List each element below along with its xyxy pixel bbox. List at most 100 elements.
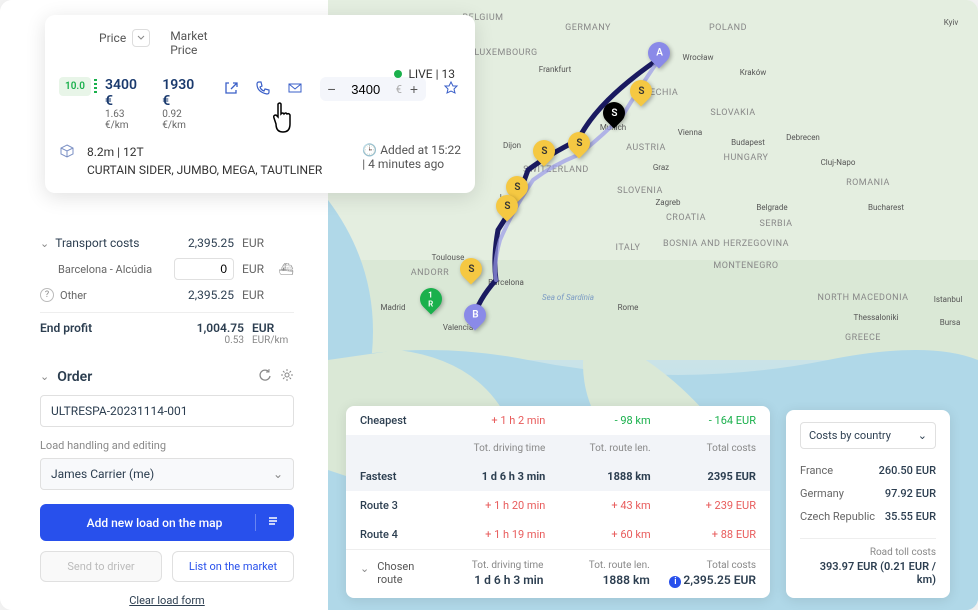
route-row[interactable]: Tot. driving timeTot. route len.Total co… — [346, 435, 770, 462]
city-label: Kraków — [740, 68, 767, 77]
price-block: 3400 € 1.63 €/km — [105, 77, 148, 131]
marker-S[interactable]: S — [528, 135, 559, 166]
chevron-down-icon: ⌄ — [360, 562, 369, 575]
routes-panel: Cheapest+ 1 h 2 min- 98 km- 164 EURTot. … — [346, 406, 770, 598]
city-label: Istanbul — [934, 295, 963, 304]
route-row[interactable]: Route 3+ 1 h 20 min+ 43 km+ 239 EUR — [346, 491, 770, 520]
segment-cost-input[interactable] — [174, 258, 234, 280]
svg-text:Sea of Sardinia: Sea of Sardinia — [542, 293, 594, 302]
country-label: CROATIA — [666, 213, 706, 223]
cost-by-country-select[interactable]: Costs by country ⌄ — [800, 422, 936, 449]
city-label: Kyiv — [944, 18, 959, 27]
country-label: MONTENEGRO — [713, 261, 778, 271]
country-label: GERMANY — [565, 23, 611, 33]
route-row[interactable]: Cheapest+ 1 h 2 min- 98 km- 164 EUR — [346, 406, 770, 435]
order-id: ULTRESPA-20231114-001 — [40, 395, 294, 427]
live-dot-icon — [394, 70, 402, 78]
city-label: Thessaloniki — [854, 313, 899, 322]
marker-A[interactable]: A — [643, 37, 674, 68]
added-info: 🕒 Added at 15:22 | 4 minutes ago — [362, 143, 461, 171]
other-costs-row: ? Other 2,395.25 EUR — [40, 284, 294, 306]
city-label: Bucharest — [868, 203, 904, 212]
list-on-market-button[interactable]: List on the market — [172, 551, 294, 582]
stepper-plus[interactable]: + — [410, 81, 418, 97]
city-label: Vienna — [678, 128, 702, 137]
stepper-input[interactable] — [344, 82, 388, 97]
share-icon[interactable] — [220, 77, 242, 99]
freight-popup: Price Market Price LIVE | 13 10.0 3400 €… — [45, 15, 475, 193]
route-row[interactable]: Fastest1 d 6 h 3 min1888 km2395 EUR — [346, 462, 770, 491]
chevron-down-icon: ⌄ — [918, 429, 927, 442]
city-label: Frankfurt — [539, 65, 572, 74]
city-label: Zagreb — [655, 198, 681, 207]
stepper-minus[interactable]: − — [328, 81, 336, 97]
city-label: Debrecen — [786, 133, 820, 142]
country-label: NORTH MACEDONIA — [818, 293, 909, 303]
country-label: ITALY — [616, 243, 641, 253]
send-to-driver-button: Send to driver — [40, 551, 162, 582]
marker-black[interactable]: S — [598, 97, 629, 128]
marker-S[interactable]: S — [455, 253, 486, 284]
city-label: Rome — [618, 303, 639, 312]
city-label: Budapest — [731, 138, 765, 147]
marker-S[interactable]: S — [563, 127, 594, 158]
country-label: BOSNIA AND HERZEGOVINA — [663, 239, 789, 249]
cost-by-country-panel: Costs by country ⌄ France260.50 EURGerma… — [786, 410, 950, 598]
country-label: SLOVAKIA — [710, 108, 755, 118]
chevron-down-icon: ⌄ — [40, 370, 49, 383]
handling-label: Load handling and editing — [40, 439, 294, 452]
city-label: Wrocław — [683, 53, 714, 62]
score-badge: 10.0 — [59, 77, 91, 96]
marker-1R[interactable]: 1R — [415, 283, 446, 314]
add-load-button[interactable]: Add new load on the map — [40, 504, 294, 541]
marker-B[interactable]: B — [459, 299, 490, 330]
city-label: Belgrade — [756, 203, 787, 212]
city-label: Bursa — [940, 318, 961, 327]
segment-row: Barcelona - Alcúdia EUR ⛴ — [40, 254, 294, 284]
price-dropdown[interactable] — [132, 29, 150, 47]
market-price-block: 1930 € 0.92 €/km — [162, 77, 205, 131]
country-cost-row: Czech Republic35.55 EUR — [800, 505, 936, 528]
price-label: Price — [99, 31, 126, 45]
chosen-route-row[interactable]: ⌄ Chosen route Tot. driving time1 d 6 h … — [346, 549, 770, 598]
chevron-down-icon: ⌄ — [273, 467, 283, 481]
end-profit-row: End profit 1,004.75 0.53 EUR EUR/km — [40, 312, 294, 354]
cube-icon — [59, 143, 75, 162]
mail-icon[interactable] — [284, 77, 306, 99]
city-label: Madrid — [380, 303, 405, 312]
country-label: SLOVENIA — [617, 186, 663, 196]
country-label: AUSTRIA — [626, 143, 666, 153]
country-label: SERBIA — [759, 219, 792, 229]
transport-costs-row[interactable]: ⌄ Transport costs 2,395.25 EUR — [40, 232, 294, 254]
country-label: POLAND — [709, 23, 747, 33]
carrier-select[interactable]: James Carrier (me) ⌄ — [40, 458, 294, 490]
city-label: Graz — [653, 163, 669, 172]
list-icon — [255, 514, 280, 531]
country-label: LUXEMBOURG — [474, 48, 537, 58]
refresh-icon[interactable] — [258, 368, 272, 385]
chevron-down-icon: ⌄ — [40, 237, 49, 250]
stepper-unit: € — [396, 83, 402, 96]
help-icon[interactable]: ? — [40, 288, 54, 302]
route-row[interactable]: Route 4+ 1 h 19 min+ 60 km+ 88 EUR — [346, 520, 770, 549]
country-cost-row: Germany97.92 EUR — [800, 482, 936, 505]
city-label: Cluj-Napo — [821, 158, 856, 167]
city-label: Dijon — [503, 141, 521, 150]
info-icon[interactable]: i — [669, 576, 681, 588]
country-label: GREECE — [845, 333, 881, 343]
market-price-label: Market Price — [170, 29, 207, 57]
marker-S[interactable]: S — [491, 190, 522, 221]
country-label: ROMANIA — [846, 178, 890, 188]
vehicle-info: 8.2m | 12T CURTAIN SIDER, JUMBO, MEGA, T… — [87, 143, 322, 179]
clear-load-link[interactable]: Clear load form — [40, 594, 294, 607]
gear-icon[interactable] — [280, 368, 294, 385]
road-toll-total: Road toll costs 393.97 EUR (0.21 EUR / k… — [800, 538, 936, 586]
country-cost-row: France260.50 EUR — [800, 459, 936, 482]
clock-icon: 🕒 — [362, 143, 377, 157]
phone-icon[interactable] — [252, 77, 274, 99]
country-label: ANDORR — [411, 268, 449, 278]
order-section-header[interactable]: ⌄ Order — [40, 368, 294, 385]
ship-icon: ⛴ — [272, 262, 294, 276]
marker-S[interactable]: S — [625, 75, 656, 106]
live-indicator: LIVE | 13 — [394, 67, 455, 81]
